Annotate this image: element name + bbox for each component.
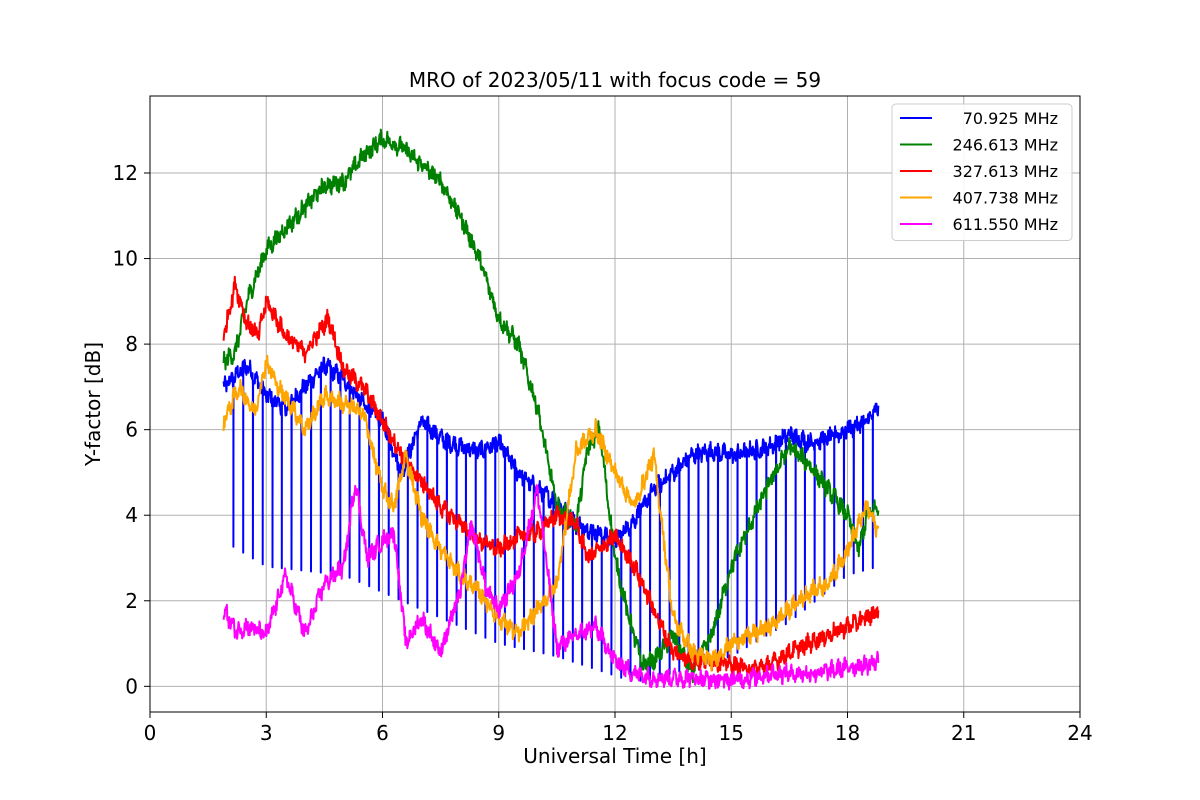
y-tick-label: 12 [113,161,138,185]
x-tick-label: 24 [1067,721,1092,745]
x-axis-label: Universal Time [h] [523,744,706,768]
series-line [222,356,880,682]
legend-label: 407.738 MHz [953,189,1058,208]
y-tick-label: 10 [113,247,138,271]
x-tick-label: 18 [835,721,860,745]
legend-label: 246.613 MHz [953,136,1058,155]
x-tick-label: 9 [492,721,505,745]
x-tick-label: 21 [951,721,976,745]
series-line [222,275,880,678]
series-line [222,128,880,684]
legend: 70.925 MHz 246.613 MHz 327.613 MHz 407.738 … [891,103,1073,241]
series-line [222,484,880,691]
legend-box [891,103,1073,241]
legend-label: 327.613 MHz [953,162,1058,181]
y-tick-label: 2 [125,589,138,613]
x-tick-label: 3 [260,721,273,745]
x-tick-label: 0 [144,721,157,745]
legend-label: 70.925 MHz [963,109,1058,128]
y-axis-label: Y-factor [dB] [81,342,105,467]
x-tick-label: 12 [602,721,627,745]
chart-title: MRO of 2023/05/11 with focus code = 59 [409,68,821,92]
series-line [222,354,880,672]
y-tick-label: 0 [125,674,138,698]
series-group [222,128,880,691]
legend-label: 611.550 MHz [953,215,1058,234]
y-tick-label: 4 [125,503,138,527]
y-tick-label: 8 [125,332,138,356]
y-tick-label: 6 [125,418,138,442]
x-tick-label: 15 [719,721,744,745]
x-tick-label: 6 [376,721,389,745]
